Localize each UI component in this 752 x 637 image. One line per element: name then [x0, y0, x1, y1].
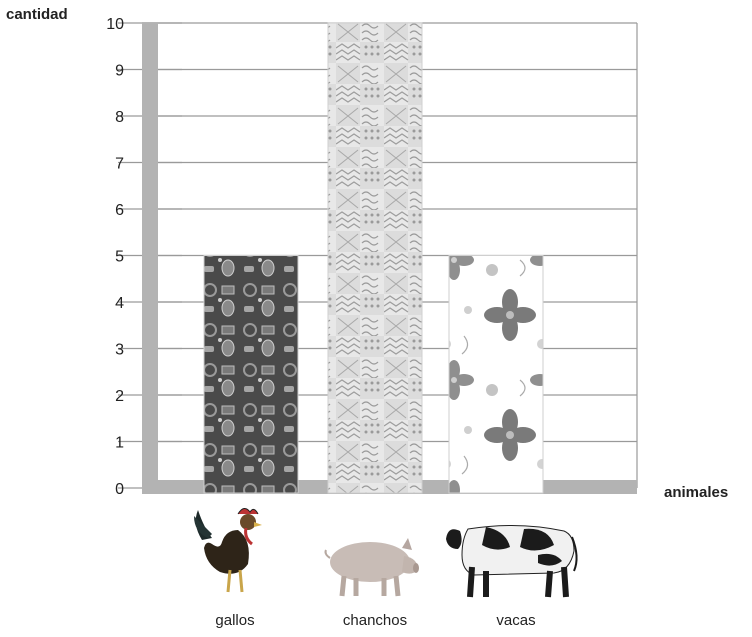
bars	[203, 22, 544, 494]
y-tick-label: 3	[115, 342, 124, 359]
y-tick-labels: 0 1 2 3 4 5 6 7 8 9 10	[106, 16, 124, 498]
bar-gallos	[203, 255, 299, 494]
y-axis	[142, 23, 158, 494]
x-axis-title: animales	[664, 484, 729, 501]
y-tick-label: 6	[115, 202, 124, 219]
cow-icon	[446, 524, 578, 598]
x-category-label: chanchos	[342, 612, 408, 629]
y-tick-label: 9	[115, 63, 124, 80]
pig-icon	[324, 538, 419, 597]
y-tick-label: 8	[115, 109, 124, 126]
bar-chanchos	[327, 22, 423, 494]
bar-vacas	[448, 255, 544, 494]
rooster-icon	[194, 508, 262, 593]
y-tick-label: 2	[115, 388, 124, 405]
y-tick-label: 7	[115, 156, 124, 173]
y-tick-label: 0	[115, 481, 124, 498]
y-tick-label: 5	[115, 249, 124, 266]
y-axis-title: cantidad	[6, 6, 68, 23]
y-tick-label: 1	[115, 435, 124, 452]
y-tick-label: 4	[115, 295, 124, 312]
x-category-label: vacas	[496, 612, 536, 629]
y-tick-label: 10	[106, 16, 124, 33]
x-category-label: gallos	[215, 612, 255, 629]
